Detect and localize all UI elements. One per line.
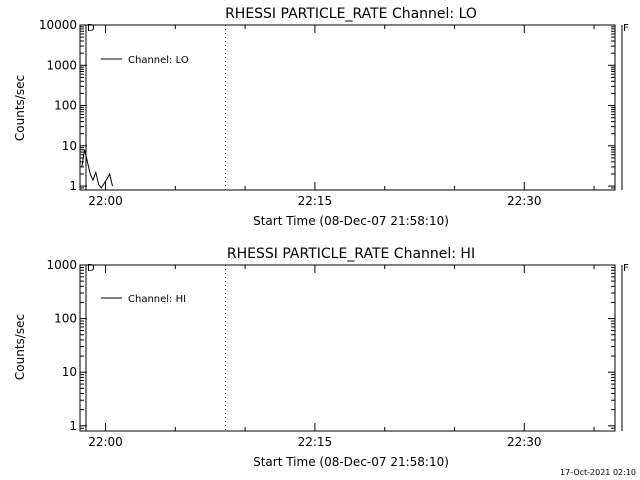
plot-frame: [79, 264, 616, 432]
y-axis-label: Counts/sec: [13, 314, 27, 380]
event-marker-label: F: [623, 23, 629, 34]
event-marker-label: D: [87, 23, 95, 34]
y-tick-label: 1: [69, 179, 77, 193]
x-tick-label: 22:30: [507, 435, 542, 449]
x-tick-label: 22:15: [298, 435, 333, 449]
plot-frame: [79, 24, 616, 191]
y-tick-label: 10: [62, 365, 77, 379]
y-tick-label: 10: [62, 139, 77, 153]
y-tick-label: 100: [54, 99, 77, 113]
y-tick-label: 10000: [39, 18, 77, 32]
y-tick-label: 1000: [46, 258, 77, 272]
chart-title: RHESSI PARTICLE_RATE Channel: HI: [227, 246, 475, 262]
chart-panel-hi: RHESSI PARTICLE_RATE Channel: HI Start T…: [13, 246, 629, 469]
event-marker-label: D: [87, 263, 95, 274]
series-line: [81, 149, 113, 189]
y-tick-label: 1: [69, 419, 77, 433]
x-tick-label: 22:00: [88, 194, 123, 208]
x-tick-label: 22:00: [88, 435, 123, 449]
chart-panel-lo: RHESSI PARTICLE_RATE Channel: LO Start T…: [13, 6, 629, 228]
y-tick-label: 100: [54, 312, 77, 326]
legend-label: Channel: LO: [128, 55, 189, 66]
chart-title: RHESSI PARTICLE_RATE Channel: LO: [225, 6, 477, 22]
x-tick-label: 22:30: [507, 194, 542, 208]
x-axis-label: Start Time (08-Dec-07 21:58:10): [253, 455, 449, 469]
event-marker-label: F: [623, 263, 629, 274]
x-axis-label: Start Time (08-Dec-07 21:58:10): [253, 214, 449, 228]
x-tick-label: 22:15: [298, 194, 333, 208]
y-axis-label: Counts/sec: [13, 75, 27, 141]
legend-label: Channel: HI: [128, 294, 186, 305]
footer-timestamp: 17-Oct-2021 02:10: [560, 468, 636, 477]
y-tick-label: 1000: [46, 58, 77, 72]
